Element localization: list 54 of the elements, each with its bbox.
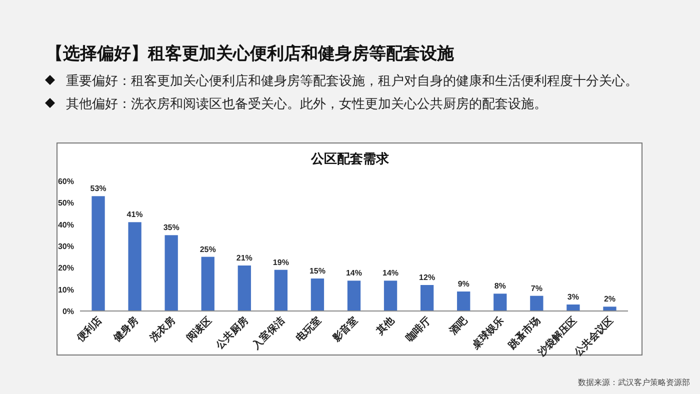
chart-title: 公区配套需求 xyxy=(310,151,390,166)
y-tick-label: 20% xyxy=(58,264,74,273)
data-label: 14% xyxy=(382,268,399,278)
bar xyxy=(92,196,105,311)
bar xyxy=(420,285,434,311)
bar xyxy=(164,235,178,311)
data-label: 7% xyxy=(530,284,542,293)
data-label: 2% xyxy=(604,294,616,304)
x-tick-label: 公共厨房 xyxy=(213,314,251,352)
bar xyxy=(566,304,580,311)
bar xyxy=(347,280,361,311)
y-tick-label: 10% xyxy=(58,285,74,294)
bar xyxy=(457,292,470,311)
data-label: 15% xyxy=(309,266,326,276)
y-tick-label: 30% xyxy=(58,242,74,251)
data-label: 21% xyxy=(236,254,252,262)
data-label: 41% xyxy=(126,210,143,220)
bar xyxy=(274,270,288,311)
x-tick-label: 入室保洁 xyxy=(250,314,288,352)
data-label: 53% xyxy=(90,184,106,194)
data-label: 35% xyxy=(163,223,180,232)
source-note: 数据来源：武汉客户策略资源部 xyxy=(578,378,690,387)
y-tick-label: 60% xyxy=(58,177,74,186)
bar xyxy=(603,306,616,311)
x-tick-label: 酒吧 xyxy=(446,314,470,338)
y-tick-label: 40% xyxy=(58,220,74,230)
text: 重要偏好：租客更加关心便利店和健身房等配套设施，租户对自身的健康和生活便利程度十分关心。 xyxy=(66,73,638,88)
bar xyxy=(201,256,214,311)
x-tick-label: 阅读区 xyxy=(184,314,214,344)
bar xyxy=(530,296,544,311)
x-tick-label: 电玩室 xyxy=(294,314,324,344)
x-tick-label: 影音室 xyxy=(330,314,360,346)
data-label: 12% xyxy=(419,273,436,282)
x-tick-label: 其他 xyxy=(373,314,398,338)
bar xyxy=(494,294,507,311)
data-label: 9% xyxy=(458,280,470,288)
x-tick-label: 桌球娱乐 xyxy=(468,314,506,352)
x-tick-label: 健身房 xyxy=(110,314,141,346)
data-label: 3% xyxy=(567,292,579,302)
y-tick-label: 50% xyxy=(58,198,74,208)
text: 【选择偏好】租客更加关心便利店和健身房等配套设施 xyxy=(46,44,455,63)
bar xyxy=(384,280,398,311)
y-tick-label: 0% xyxy=(62,307,74,316)
bar xyxy=(238,266,251,311)
bar xyxy=(310,278,324,311)
text: 其他偏好：洗衣房和阅读区也备受关心。此外，女性更加关心公共厨房的配套设施。 xyxy=(66,96,547,111)
bar xyxy=(128,222,142,311)
data-label: 8% xyxy=(494,282,506,291)
x-tick-label: 咖啡厅 xyxy=(403,314,434,344)
data-label: 19% xyxy=(272,258,289,267)
x-tick-label: 洗衣房 xyxy=(147,314,178,346)
data-label: 25% xyxy=(200,244,216,254)
data-label: 14% xyxy=(346,268,362,278)
x-tick-label: 便利店 xyxy=(74,314,104,346)
